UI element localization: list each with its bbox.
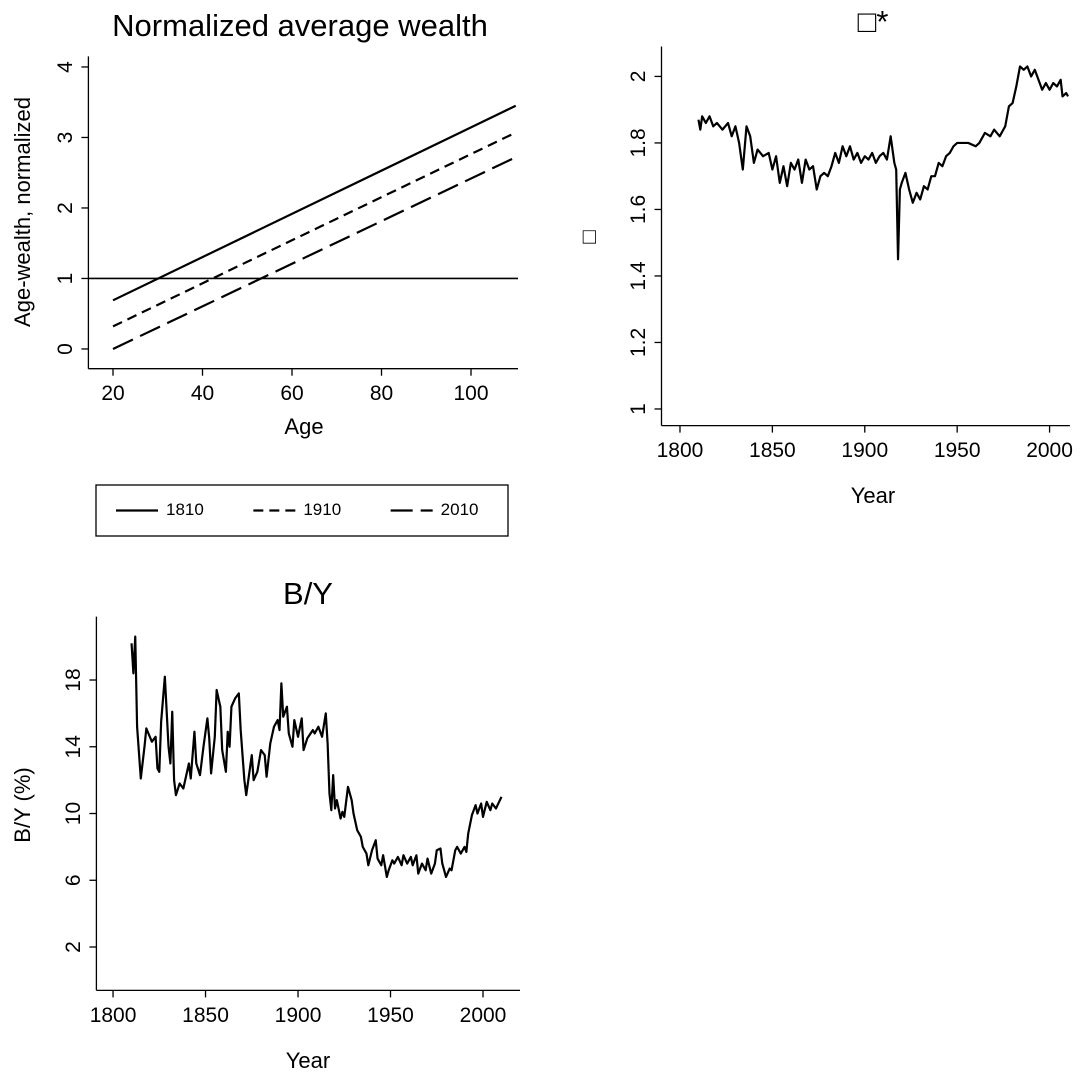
y-tick-label: 18 bbox=[62, 668, 85, 691]
y-tick-label: 3 bbox=[54, 132, 77, 144]
legend-label: 1910 bbox=[303, 500, 341, 519]
chart-title: □* bbox=[858, 4, 889, 39]
x-tick-label: 1900 bbox=[275, 1004, 322, 1027]
data-line bbox=[130, 635, 503, 879]
panel: Normalized average wealth Age Age-wealth, … bbox=[10, 8, 518, 537]
x-tick-label: 40 bbox=[191, 382, 214, 405]
x-tick-label: 2000 bbox=[1026, 439, 1073, 462]
y-tick-label: 2 bbox=[627, 71, 650, 83]
y-tick-label: 1.4 bbox=[627, 261, 650, 291]
legend: 1810 1910 2010 bbox=[95, 484, 509, 537]
y-axis-title: B/Y (%) bbox=[10, 767, 35, 842]
data-line bbox=[112, 156, 517, 350]
chart-title: B/Y bbox=[283, 576, 333, 611]
x-tick-label: 1800 bbox=[90, 1004, 137, 1027]
data-line bbox=[697, 65, 1070, 261]
y-tick-label: 1 bbox=[627, 403, 650, 415]
y-tick-label: 14 bbox=[62, 735, 85, 759]
panel: B/Y Year B/Y (%) 1800 1850 1900 1950 2000 2 6 10 14… bbox=[10, 576, 520, 1073]
y-tick-label: 2 bbox=[62, 941, 85, 953]
y-tick-label: 1.6 bbox=[627, 195, 650, 224]
x-tick-label: 1800 bbox=[657, 439, 704, 462]
x-tick-label: 60 bbox=[280, 382, 303, 405]
legend-box bbox=[95, 484, 509, 537]
x-tick-label: 1850 bbox=[182, 1004, 229, 1027]
legend-label: 2010 bbox=[441, 500, 479, 519]
y-tick-label: 6 bbox=[62, 874, 85, 886]
y-tick-label: 0 bbox=[54, 343, 77, 355]
y-tick-label: 1 bbox=[54, 273, 77, 285]
x-tick-label: 1950 bbox=[934, 439, 981, 462]
legend-label: 1810 bbox=[166, 500, 204, 519]
x-tick-label: 1950 bbox=[367, 1004, 414, 1027]
y-tick-label: 4 bbox=[54, 61, 77, 73]
data-line bbox=[112, 131, 517, 328]
y-tick-label: 1.8 bbox=[627, 128, 650, 157]
x-tick-label: 20 bbox=[101, 382, 124, 405]
x-axis-title: Age bbox=[284, 414, 323, 439]
x-tick-label: 1850 bbox=[749, 439, 796, 462]
x-tick-label: 80 bbox=[370, 382, 393, 405]
y-tick-label: 2 bbox=[54, 202, 77, 214]
x-tick-label: 100 bbox=[453, 382, 488, 405]
y-tick-label: 10 bbox=[62, 802, 85, 825]
y-axis-title: □ bbox=[576, 230, 601, 243]
x-axis-title: Year bbox=[851, 483, 895, 508]
y-axis-title: Age-wealth, normalized bbox=[10, 97, 35, 327]
x-tick-label: 1900 bbox=[841, 439, 888, 462]
panel: □* Year □ 1800 1850 1900 1950 2000 1 1.2 1.4 1.6 1.8… bbox=[576, 4, 1073, 508]
y-tick-label: 1.2 bbox=[627, 328, 650, 357]
chart-title: Normalized average wealth bbox=[112, 8, 488, 43]
data-line bbox=[112, 104, 517, 302]
x-tick-label: 2000 bbox=[460, 1004, 507, 1027]
x-axis-title: Year bbox=[286, 1048, 330, 1073]
